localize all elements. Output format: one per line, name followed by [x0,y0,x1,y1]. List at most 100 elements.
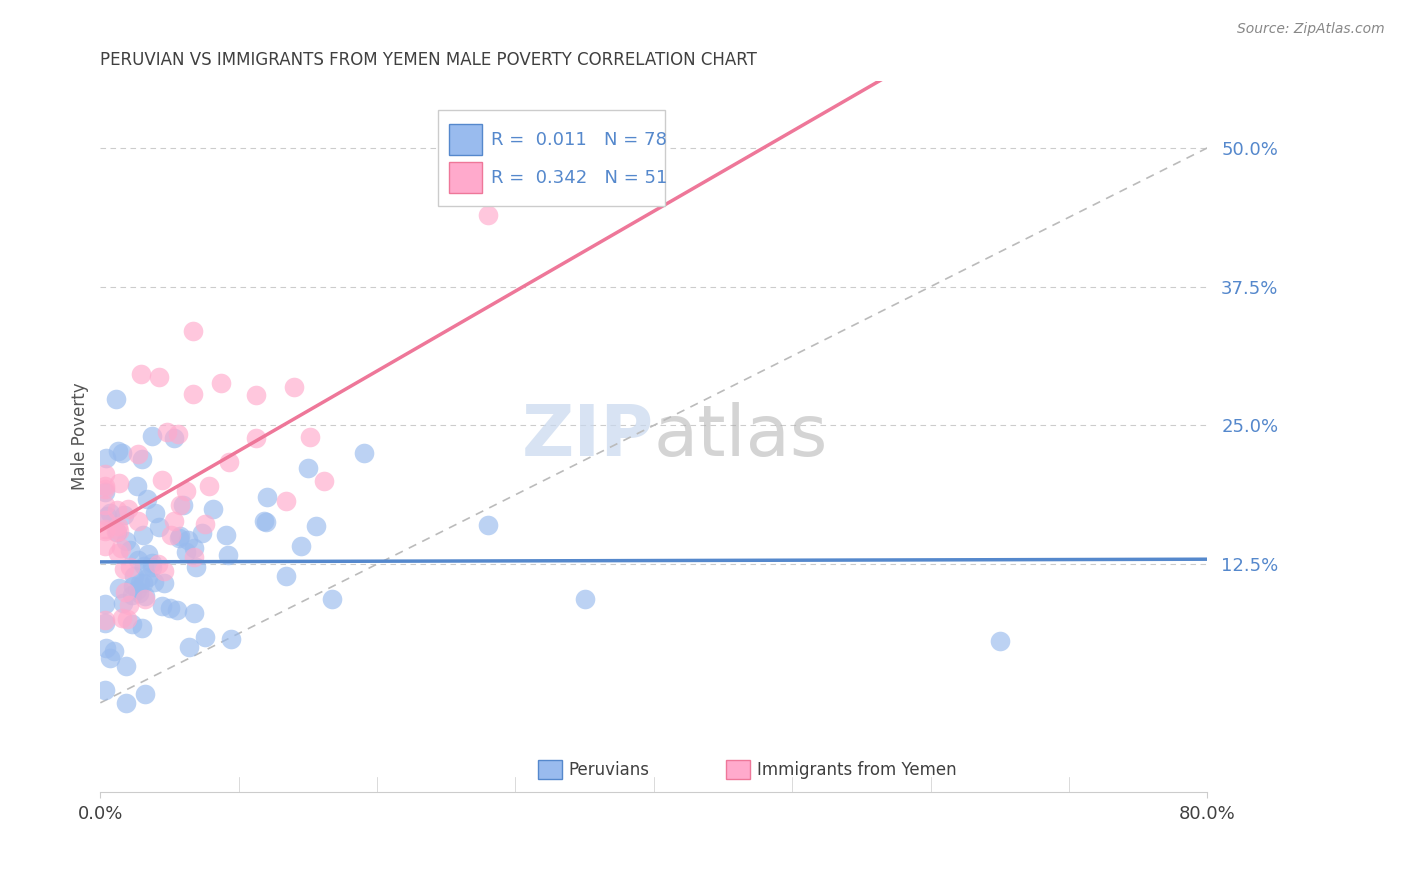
Point [290,539,312,553]
Point [103,644,125,658]
Point [988,633,1011,648]
Point [134,589,156,603]
Point [114,585,136,599]
Point [183,541,205,556]
Point [183,324,205,338]
Point [105,524,128,539]
Point [256,490,278,504]
Point [111,446,134,460]
Point [148,519,170,533]
Point [107,444,129,458]
FancyBboxPatch shape [449,124,482,154]
FancyBboxPatch shape [537,760,562,779]
Point [219,632,242,647]
Point [107,475,129,490]
Point [215,527,238,541]
Point [136,491,159,506]
Point [174,483,197,498]
Point [108,581,131,595]
Point [253,514,276,528]
Point [143,507,166,521]
Point [131,451,153,466]
Point [93,479,115,493]
Point [107,546,129,560]
Point [574,592,596,607]
Point [132,558,155,573]
Point [169,499,191,513]
Point [141,560,163,574]
Point [274,568,297,582]
Point [141,556,163,570]
Point [211,376,233,391]
Point [314,475,336,489]
Point [120,543,142,558]
Point [93,467,115,481]
Point [477,207,499,221]
Point [169,528,191,542]
Point [107,518,129,533]
Point [94,498,117,512]
Point [112,508,135,522]
Point [93,615,115,630]
Point [321,591,343,606]
Point [163,431,186,445]
Point [142,575,165,590]
Point [167,531,190,545]
Point [245,431,267,445]
Point [127,478,149,492]
Point [105,503,128,517]
Text: ZIP: ZIP [522,402,654,471]
Point [297,460,319,475]
Point [477,518,499,533]
Text: R =  0.342   N = 51: R = 0.342 N = 51 [491,169,668,187]
Point [122,568,145,582]
Point [159,601,181,615]
Point [201,501,224,516]
Text: Source: ZipAtlas.com: Source: ZipAtlas.com [1237,22,1385,37]
Point [141,428,163,442]
Point [128,514,150,528]
Point [179,640,201,654]
Point [150,473,173,487]
Point [94,683,117,698]
Point [93,613,115,627]
Point [194,516,217,531]
Point [218,454,240,468]
Point [93,524,115,539]
Point [217,548,239,562]
Point [104,524,127,539]
Text: PERUVIAN VS IMMIGRANTS FROM YEMEN MALE POVERTY CORRELATION CHART: PERUVIAN VS IMMIGRANTS FROM YEMEN MALE P… [100,51,758,69]
Point [134,591,156,606]
Point [183,606,205,620]
Point [115,612,138,626]
Point [107,524,129,538]
Point [166,603,188,617]
Point [156,425,179,439]
Point [160,528,183,542]
Text: Immigrants from Yemen: Immigrants from Yemen [756,761,956,779]
Point [131,621,153,635]
Point [111,611,134,625]
Point [197,479,219,493]
Point [115,696,138,710]
Point [245,388,267,402]
Point [148,369,170,384]
Point [153,564,176,578]
Point [115,534,138,549]
Point [93,539,115,553]
Point [111,596,134,610]
Point [118,560,141,574]
Point [254,515,277,529]
Text: Peruvians: Peruvians [568,761,650,779]
Point [152,599,174,614]
Point [186,560,208,574]
Point [94,451,117,466]
Point [96,508,118,523]
Point [167,427,190,442]
Point [127,553,149,567]
Point [127,447,149,461]
Point [177,533,200,547]
Point [98,506,121,520]
Point [93,512,115,526]
Point [174,545,197,559]
